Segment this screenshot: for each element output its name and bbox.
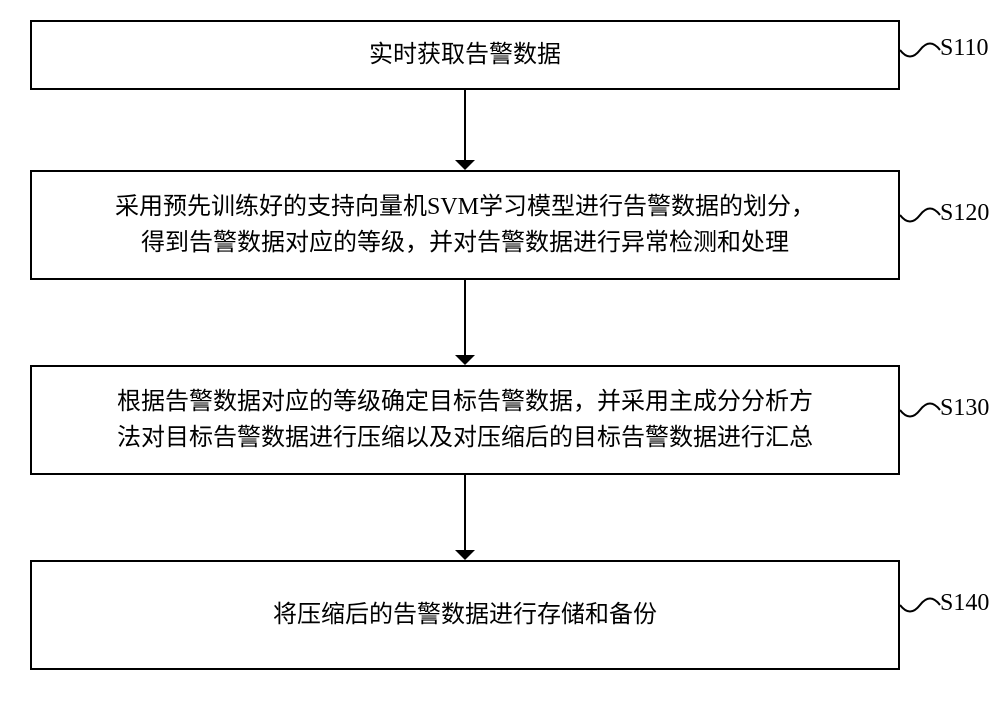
step-label-s140: S140	[940, 590, 989, 617]
step-text-s110: 实时获取告警数据	[369, 37, 561, 73]
flowchart-canvas: 实时获取告警数据 S110 采用预先训练好的支持向量机SVM学习模型进行告警数据的划…	[0, 0, 1000, 701]
step-label-s110: S110	[940, 35, 988, 62]
step-text-s120: 采用预先训练好的支持向量机SVM学习模型进行告警数据的划分，得到告警数据对应的等…	[115, 189, 815, 261]
step-box-s130: 根据告警数据对应的等级确定目标告警数据，并采用主成分分析方法对目标告警数据进行压…	[30, 365, 900, 475]
step-text-s140: 将压缩后的告警数据进行存储和备份	[273, 597, 657, 633]
arrow-s110-s120	[455, 90, 475, 170]
label-connector-s110	[900, 35, 940, 65]
label-connector-s140	[900, 590, 940, 620]
step-box-s120: 采用预先训练好的支持向量机SVM学习模型进行告警数据的划分，得到告警数据对应的等…	[30, 170, 900, 280]
step-box-s140: 将压缩后的告警数据进行存储和备份	[30, 560, 900, 670]
arrow-s120-s130	[455, 280, 475, 365]
label-connector-s120	[900, 200, 940, 230]
step-label-s120: S120	[940, 200, 989, 227]
arrow-s130-s140	[455, 475, 475, 560]
step-box-s110: 实时获取告警数据	[30, 20, 900, 90]
step-label-s130: S130	[940, 395, 989, 422]
label-connector-s130	[900, 395, 940, 425]
step-text-s130: 根据告警数据对应的等级确定目标告警数据，并采用主成分分析方法对目标告警数据进行压…	[117, 384, 813, 456]
